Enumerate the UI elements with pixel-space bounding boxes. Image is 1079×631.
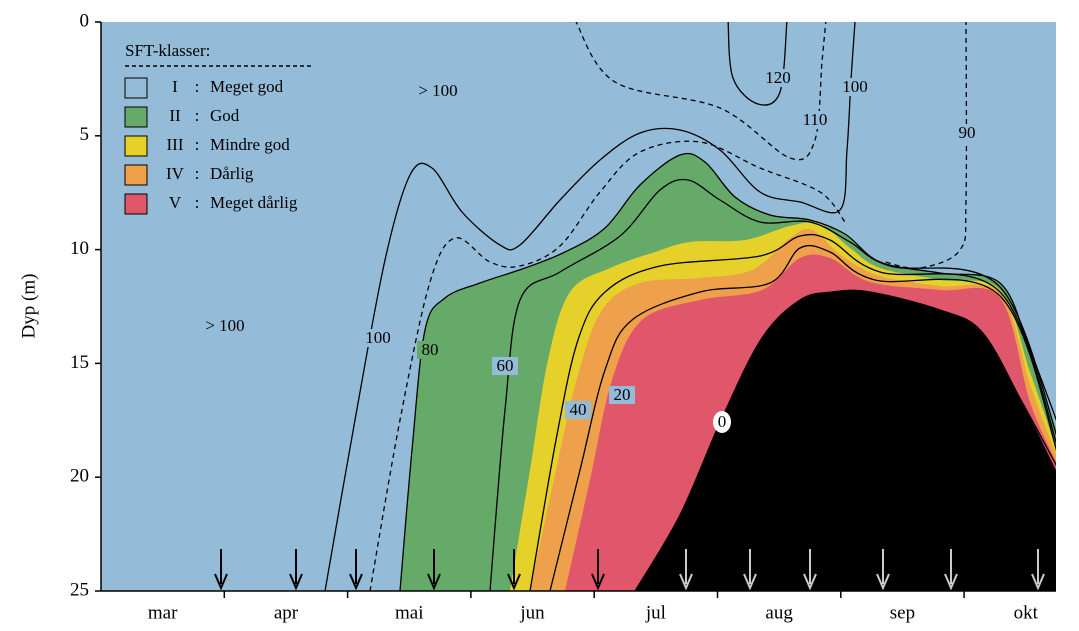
sample-arrow-head [427,573,441,591]
x-tick-label: apr [274,602,299,623]
contour-label-bg [765,69,791,87]
legend-name: Mindre god [210,135,290,154]
y-axis-label: Dyp (m) [18,274,39,339]
contour-line [549,244,1056,591]
legend-title: SFT-klasser: [125,41,210,60]
legend-class: IV [166,164,185,183]
y-tick-label: 0 [80,10,90,31]
x-tick-label: mar [148,602,178,623]
contour-line [489,178,1056,591]
contour-label-bg [609,386,635,404]
y-tick-label: 25 [70,579,89,600]
contour-line [634,289,1056,591]
legend-swatch [124,77,148,99]
legend-name: Meget god [210,77,284,96]
legend-swatch [124,135,148,157]
plot-area: 100 80 60 40 20 0 120 110 100 90 > 100 > 100 [101,22,1056,591]
contour-label-bg [365,329,391,347]
legend-separator: : [195,193,200,212]
x-tick-label: jun [519,602,545,623]
contour-label: 40 [570,400,587,419]
contour-label-bg [802,111,828,129]
contour-label: 100 [365,328,391,347]
contour-label-bg [565,401,591,419]
sample-arrow-head [349,573,363,591]
contour-label: 110 [803,110,828,129]
contour-label-bg [492,357,518,375]
contour-label-bg [954,124,980,142]
contour-label: 120 [765,68,791,87]
legend-separator: : [195,164,200,183]
sample-arrow-head [1031,573,1045,591]
x-tick-label: aug [765,602,793,623]
sample-arrow-head [214,573,228,591]
legend-separator: : [195,77,200,96]
sample-arrow-head [743,573,757,591]
legend-name: God [210,106,240,125]
contour-line [884,22,968,270]
contour-label: 80 [422,340,439,359]
y-tick-label: 15 [70,352,89,373]
x-tick-label: jul [645,602,666,623]
legend-separator: : [195,106,200,125]
legend-name: Meget dårlig [210,193,298,212]
contour-line [324,22,856,591]
contour-line [399,152,1056,591]
annotation: > 100 [418,81,457,100]
annotation: > 100 [205,316,244,335]
legend-name: Dårlig [210,164,254,183]
legend-swatch [124,106,148,128]
contour-label-bg [713,411,731,433]
legend-class: V [169,193,182,212]
y-tick-label: 10 [70,238,89,259]
class-region [635,290,1056,591]
sample-arrow-head [679,573,693,591]
contour-label: 20 [614,385,631,404]
legend-separator: : [195,135,200,154]
sample-arrow-head [591,573,605,591]
y-tick-label: 20 [70,466,89,487]
legend-swatch [124,164,148,186]
contour-line [727,22,788,106]
legend-class: I [172,77,178,96]
legend-class: II [169,106,181,125]
contour-line [529,233,1056,591]
x-tick-label: sep [890,602,915,623]
x-tick-label: okt [1014,602,1039,623]
sample-arrow-head [803,573,817,591]
x-tick-label: mai [395,602,424,623]
sample-arrow-head [289,573,303,591]
sample-arrow-head [876,573,890,591]
contour-label: 90 [959,123,976,142]
contour-label: 100 [842,77,868,96]
contour-label: 60 [497,356,514,375]
contour-line [369,140,846,591]
contour-label: 0 [718,412,727,431]
contour-label-bg [417,341,443,359]
legend-swatch [124,193,148,215]
y-tick-label: 5 [80,124,90,145]
legend-class: III [167,135,184,154]
sample-arrow-head [944,573,958,591]
contour-label-bg [842,78,868,96]
sample-arrow-head [507,573,521,591]
contour-line [575,22,827,161]
